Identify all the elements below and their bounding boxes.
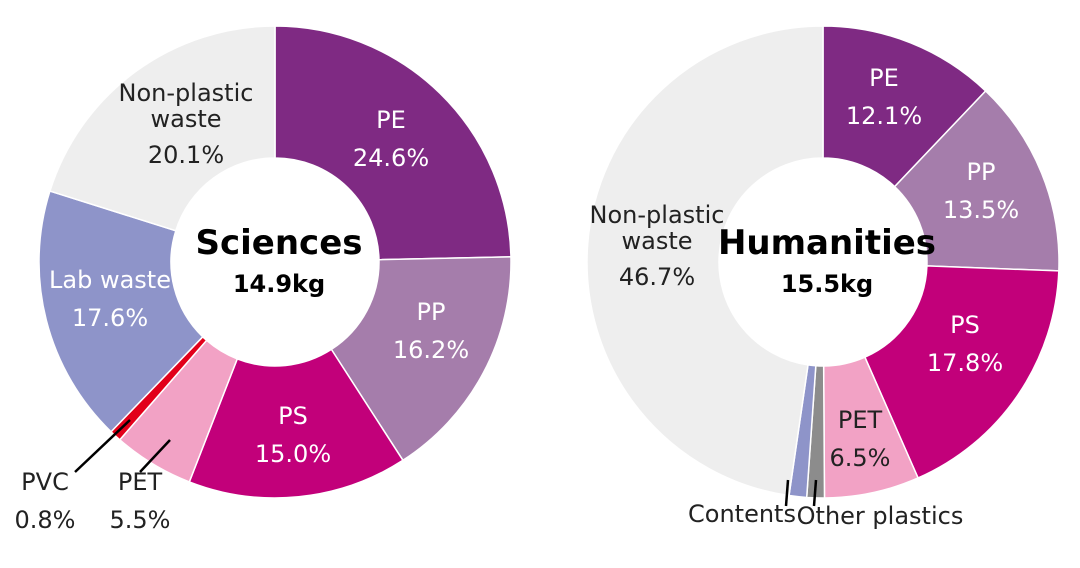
sciences-donut: PE 24.6% PP 16.2% PS 15.0% PET 5.5% PVC 0.8% Lab w… [15, 25, 512, 534]
sciences-label-lab-waste-value: 17.6% [72, 304, 148, 332]
sciences-label-pvc-name: PVC [21, 468, 69, 496]
humanities-label-ps-value: 17.8% [927, 349, 1003, 377]
sciences-center-title: Sciences [195, 223, 362, 263]
humanities-label-pe-name: PE [869, 64, 899, 92]
humanities-label-pp-value: 13.5% [943, 196, 1019, 224]
humanities-label-pet-value: 6.5% [830, 444, 891, 472]
humanities-slice-non-plastic-waste [586, 25, 824, 497]
sciences-label-pvc-value: 0.8% [15, 506, 76, 534]
humanities-label-pp-name: PP [967, 158, 996, 186]
humanities-label-contents-name: Contents [688, 500, 796, 528]
sciences-slice-non-plastic-waste [48, 25, 276, 232]
humanities-center-title: Humanities [718, 223, 936, 263]
sciences-label-ps-value: 15.0% [255, 440, 331, 468]
sciences-label-pp-value: 16.2% [393, 336, 469, 364]
sciences-label-lab-waste-name: Lab waste [49, 266, 171, 294]
humanities-label-other-plastics-name: Other plastics [797, 502, 964, 530]
humanities-label-non-plastic-waste-name: waste [621, 227, 692, 255]
humanities-center-subtitle: 15.5kg [781, 270, 873, 298]
sciences-label-ps-name: PS [278, 402, 308, 430]
humanities-slice-pp [893, 89, 1060, 272]
sciences-label-non-plastic-waste-name: Non-plastic [119, 79, 254, 107]
sciences-label-pp-name: PP [417, 298, 446, 326]
sciences-slice-pe [274, 25, 512, 261]
sciences-slice-lab-waste [38, 190, 204, 433]
sciences-center-subtitle: 14.9kg [233, 270, 325, 298]
humanities-label-pe-value: 12.1% [846, 102, 922, 130]
humanities-label-contents-leader [784, 479, 790, 507]
sciences-label-pet-name: PET [118, 468, 163, 496]
humanities-label-pet-name: PET [838, 406, 883, 434]
sciences-label-non-plastic-waste-name: waste [150, 105, 221, 133]
sciences-label-pet-leader [139, 439, 171, 473]
humanities-label-ps-name: PS [950, 311, 980, 339]
sciences-label-non-plastic-waste-value: 20.1% [148, 141, 224, 169]
sciences-label-pe-name: PE [376, 106, 406, 134]
humanities-label-non-plastic-waste-name: Non-plastic [590, 201, 725, 229]
humanities-label-non-plastic-waste-value: 46.7% [619, 263, 695, 291]
sciences-label-pvc-leader [74, 419, 131, 473]
humanities-slice-pe [822, 25, 987, 188]
humanities-donut: PE 12.1% PP 13.5% PS 17.8% PET 6.5% Other plasti… [586, 25, 1060, 530]
humanities-slice-ps [863, 265, 1060, 479]
sciences-label-pet-value: 5.5% [110, 506, 171, 534]
sciences-label-pe-value: 24.6% [353, 144, 429, 172]
humanities-label-other-plastics-leader [812, 479, 818, 507]
sciences-slice-pp [330, 256, 512, 462]
sciences-slice-ps [188, 348, 404, 499]
